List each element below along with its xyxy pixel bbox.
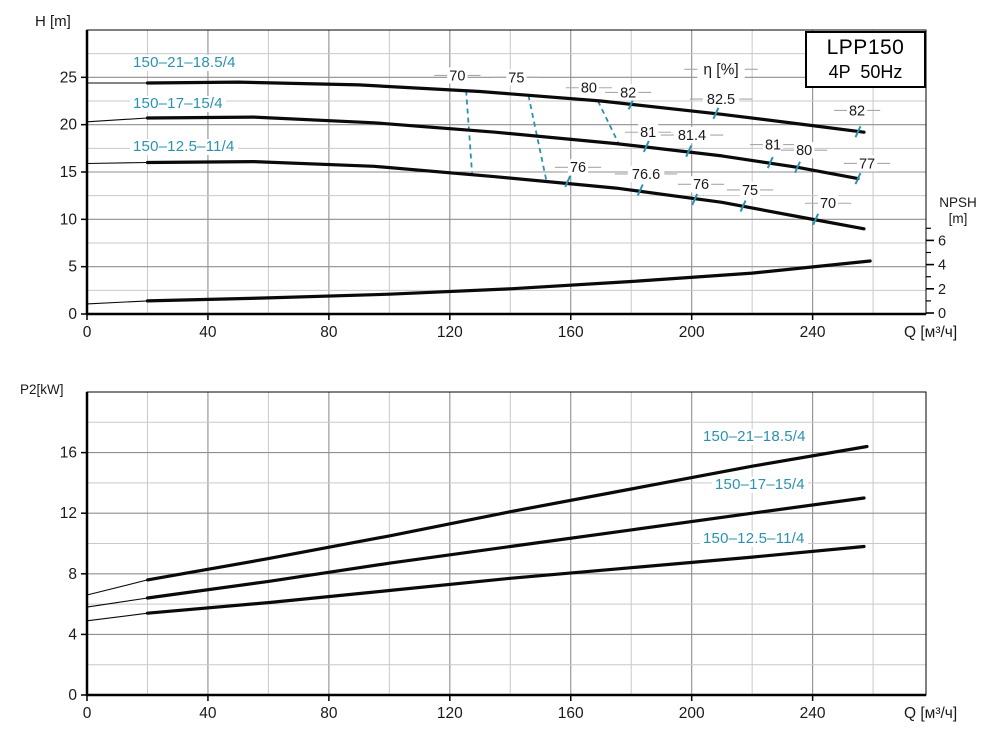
chart-text: 240 — [800, 324, 826, 341]
power-chart-y-axis-title: P2[kW] — [20, 382, 64, 397]
chart-text: 70 — [449, 68, 465, 84]
npsh-axis-title: NPSH — [939, 195, 977, 210]
curve-150–12.5–11/4 — [145, 160, 866, 231]
curve-150–21–18.5/4 — [145, 444, 869, 582]
curve-150–12.5–11/4 — [145, 544, 866, 615]
curve-thin-150–17–15/4 — [86, 117, 148, 123]
chart-text: 160 — [558, 324, 584, 341]
chart-text: 82 — [849, 103, 865, 119]
head-chart-y-axis-title: H [m] — [35, 13, 71, 30]
chart-text: 75 — [742, 183, 758, 199]
chart-text: 8 — [68, 566, 77, 583]
chart-text: 81.4 — [678, 128, 706, 144]
head-curve-label-150-12.5-11-4: 150–12.5–11/4 — [130, 139, 238, 155]
chart-text: 0 — [83, 705, 92, 722]
curve-thin-150–12.5–11/4 — [86, 612, 148, 622]
chart-text: 0 — [68, 687, 77, 704]
curve-150–17–15/4 — [145, 115, 860, 181]
chart-text: 120 — [437, 705, 463, 722]
power-curve-label-150-12.5-11-4: 150–12.5–11/4 — [700, 531, 808, 547]
chart-text: 77 — [859, 156, 875, 172]
chart-text: 82.5 — [707, 92, 735, 108]
chart-text: 40 — [199, 705, 217, 722]
pump-poles-frequency: 4P 50Hz — [828, 62, 903, 82]
chart-text: 16 — [60, 445, 77, 462]
power-chart-x-axis-title: Q [м³/ч] — [904, 705, 958, 722]
iso-efficiency-dashed-lines — [465, 90, 620, 182]
head-curve-label-150-21-18.5-4: 150–21–18.5/4 — [130, 55, 239, 71]
curve-NPSH — [145, 259, 872, 303]
chart-text: 240 — [800, 705, 826, 722]
chart-text: 25 — [60, 69, 77, 86]
chart-text: 40 — [199, 324, 217, 341]
grid-power-curves — [87, 392, 926, 695]
y-axis-ticks-head-curves: 0 5 10 15 20 25 — [60, 69, 87, 323]
curve-150–21–18.5/4 — [145, 80, 866, 134]
chart-text: 15 — [60, 164, 77, 181]
pump-model-box: LPP150 4P 50Hz — [805, 31, 926, 88]
npsh-axis-unit: [m] — [948, 211, 968, 226]
chart-text: 20 — [60, 117, 78, 134]
chart-text: 76.6 — [632, 167, 660, 183]
chart-text: 76 — [570, 160, 586, 176]
chart-text: 12 — [60, 505, 77, 522]
head-curve-label-150-17-15-4: 150–17–15/4 — [130, 96, 226, 112]
x-axis-ticks-power-curves: 0 40 80 120 160 200 240 — [83, 695, 826, 722]
power-curve-label-150-17-15-4: 150–17–15/4 — [712, 477, 808, 493]
chart-text: 81 — [765, 137, 781, 153]
efficiency-labels: 70 75 80 82 82.5 82 81 81.4 81 80 77 76 76.6 76 75 70 η … — [434, 60, 891, 212]
chart-text: 75 — [508, 70, 524, 86]
chart-text: 80 — [796, 143, 812, 159]
chart-text: 80 — [320, 705, 338, 722]
chart-text: 10 — [60, 211, 78, 228]
curve-150–17–15/4 — [145, 496, 866, 600]
chart-text: 200 — [679, 324, 705, 341]
chart-text: 70 — [820, 196, 836, 212]
chart-text: 5 — [68, 259, 77, 276]
chart-text: 6 — [938, 233, 946, 249]
chart-text: 4 — [68, 626, 77, 643]
chart-text: 200 — [679, 705, 705, 722]
power-curve-label-150-21-18.5-4: 150–21–18.5/4 — [700, 429, 809, 445]
curves-head-curves — [86, 80, 872, 305]
head-chart-x-axis-title: Q [м³/ч] — [904, 324, 958, 341]
chart-text: 76 — [693, 177, 709, 193]
chart-text: 82 — [620, 85, 636, 101]
chart-text: 2 — [938, 282, 946, 298]
chart-text: 80 — [581, 81, 597, 97]
curve-thin-150–12.5–11/4 — [86, 161, 148, 165]
chart-text: 0 — [68, 306, 77, 323]
pump-model: LPP150 — [826, 36, 905, 59]
npsh-axis: 0 2 4 6 — [926, 227, 946, 322]
curve-thin-NPSH — [86, 300, 148, 305]
frame-power-curves — [85, 391, 927, 697]
curves-power-curves — [86, 444, 869, 622]
chart-text: 0 — [83, 324, 92, 341]
chart-text: η [%] — [703, 62, 738, 79]
curve-thin-150–21–18.5/4 — [86, 579, 148, 596]
chart-text: 81 — [640, 125, 656, 141]
y-axis-ticks-power-curves: 0 4 8 12 16 — [60, 445, 87, 704]
curve-thin-150–17–15/4 — [86, 597, 148, 608]
x-axis-ticks-head-curves: 0 40 80 120 160 200 240 — [83, 314, 826, 341]
chart-text: 0 — [938, 306, 946, 322]
efficiency-curve-ticks — [564, 97, 862, 226]
chart-text: 80 — [320, 324, 338, 341]
chart-text: 120 — [437, 324, 463, 341]
chart-text: 160 — [558, 705, 584, 722]
chart-text: 4 — [938, 258, 946, 274]
